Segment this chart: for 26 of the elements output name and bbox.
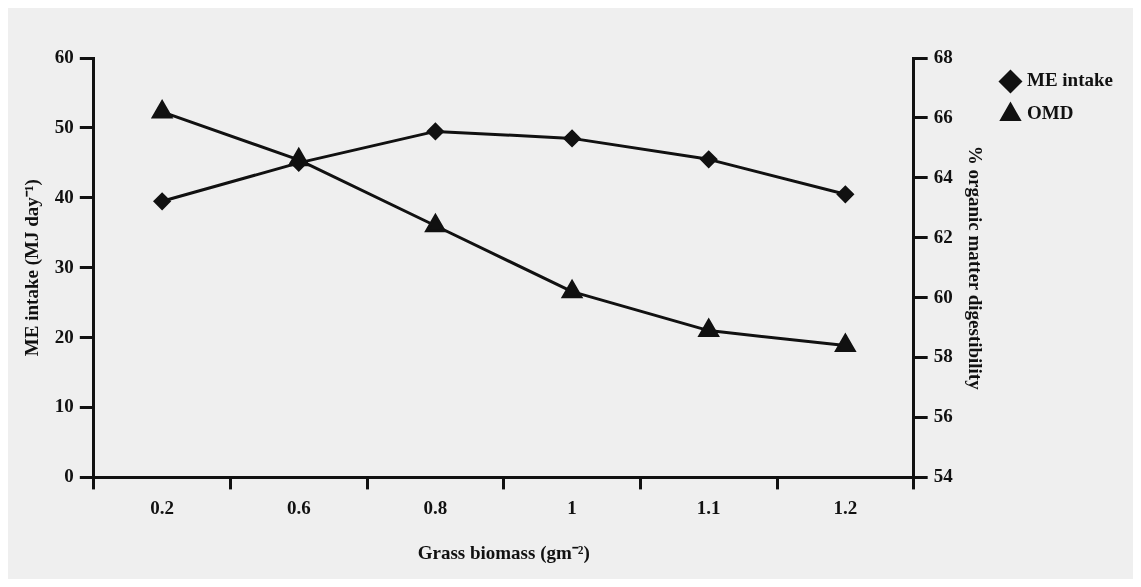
- x-tick-label: 0.6: [286, 496, 311, 518]
- y-tick-label: 50: [54, 115, 74, 137]
- y2-tick-label: 56: [933, 405, 953, 427]
- y2-tick-label: 58: [933, 345, 953, 367]
- legend-label: OMD: [1026, 102, 1074, 124]
- x-tick-label: 1.1: [696, 496, 721, 518]
- y-tick-label: 30: [54, 255, 74, 277]
- y-tick-label: 60: [54, 45, 74, 67]
- y2-tick-label: 68: [933, 45, 953, 67]
- x-tick-label: 1.2: [833, 496, 858, 518]
- x-tick-label: 1: [567, 496, 577, 518]
- y2-tick-label: 60: [933, 285, 953, 307]
- y-tick-label: 40: [54, 185, 74, 207]
- y-axis-title: ME intake (MJ day⁻¹): [21, 179, 44, 357]
- y-tick-label: 10: [54, 395, 74, 417]
- y2-tick-label: 66: [933, 105, 953, 127]
- y2-tick-label: 54: [933, 465, 954, 487]
- y-tick-label: 0: [64, 465, 74, 487]
- y-tick-label: 20: [54, 325, 74, 347]
- y2-tick-label: 64: [933, 165, 954, 187]
- legend-label: ME intake: [1026, 69, 1113, 91]
- x-tick-label: 0.8: [423, 496, 448, 518]
- y2-tick-label: 62: [933, 225, 953, 247]
- x-tick-label: 0.2: [150, 496, 174, 518]
- x-axis-title: Grass biomass (gm⁻²): [417, 541, 590, 564]
- y2-axis-title: % organic matter digestibility: [965, 145, 987, 391]
